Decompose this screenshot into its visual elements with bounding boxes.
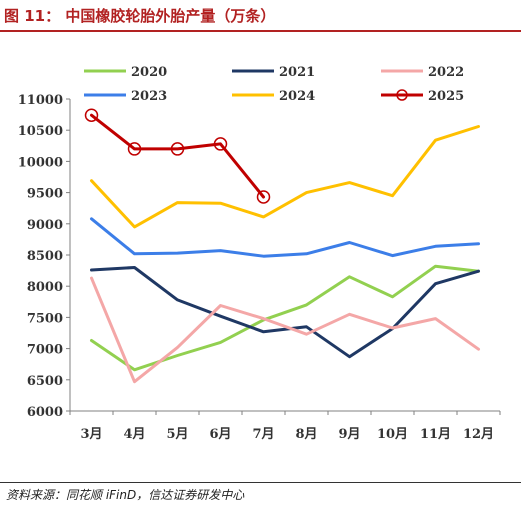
- x-tick-label: 12月: [463, 427, 494, 442]
- y-tick-label: 9000: [27, 218, 63, 233]
- x-tick-label: 5月: [166, 427, 188, 442]
- legend-label-2025: 2025: [428, 89, 464, 104]
- series-line-2022: [90, 276, 480, 384]
- y-tick-label: 7000: [27, 343, 63, 358]
- legend-label-2024: 2024: [279, 89, 315, 104]
- series-line-2024: [90, 125, 480, 229]
- series-line-2020: [90, 264, 480, 372]
- data-point-2025: [170, 142, 185, 156]
- x-tick-label: 6月: [209, 427, 231, 442]
- y-tick-label: 10500: [18, 124, 63, 139]
- series-line-2023: [90, 217, 480, 258]
- x-tick-label: 4月: [123, 427, 145, 442]
- y-tick-label: 8500: [27, 249, 63, 264]
- y-tick-label: 7500: [27, 311, 63, 326]
- data-point-2025: [84, 108, 99, 122]
- series-line-2025: [90, 113, 265, 199]
- legend-label-2020: 2020: [131, 65, 167, 80]
- x-tick-label: 3月: [80, 427, 102, 442]
- y-tick-label: 11000: [18, 93, 63, 108]
- y-tick-label: 10000: [18, 155, 63, 170]
- y-tick-label: 6000: [27, 405, 63, 420]
- x-tick-label: 10月: [377, 427, 408, 442]
- chart-title: 图 11： 中国橡胶轮胎外胎产量（万条）: [4, 7, 276, 25]
- x-tick-label: 9月: [338, 427, 360, 442]
- legend-label-2021: 2021: [279, 65, 315, 80]
- data-point-2025: [213, 137, 228, 151]
- x-tick-label: 8月: [295, 427, 317, 442]
- data-point-2025: [256, 190, 271, 204]
- x-tick-label: 7月: [252, 427, 274, 442]
- line-chart: 6000 6500 7000 7500 8000 8500 9000 9500 10000 105…: [18, 65, 501, 442]
- source-divider: [0, 482, 521, 483]
- title-bar: [0, 0, 521, 32]
- y-tick-label: 9500: [27, 187, 63, 202]
- y-tick-label: 8000: [27, 280, 63, 295]
- source-note: 资料来源：同花顺 iFinD，信达证券研发中心: [6, 488, 245, 502]
- legend-label-2023: 2023: [131, 89, 167, 104]
- legend-label-2022: 2022: [428, 65, 464, 80]
- x-tick-label: 11月: [420, 427, 451, 442]
- legend-marker-2025: [396, 89, 408, 101]
- y-tick-label: 6500: [27, 374, 63, 389]
- data-point-2025: [127, 142, 142, 156]
- series-line-2021: [90, 266, 480, 359]
